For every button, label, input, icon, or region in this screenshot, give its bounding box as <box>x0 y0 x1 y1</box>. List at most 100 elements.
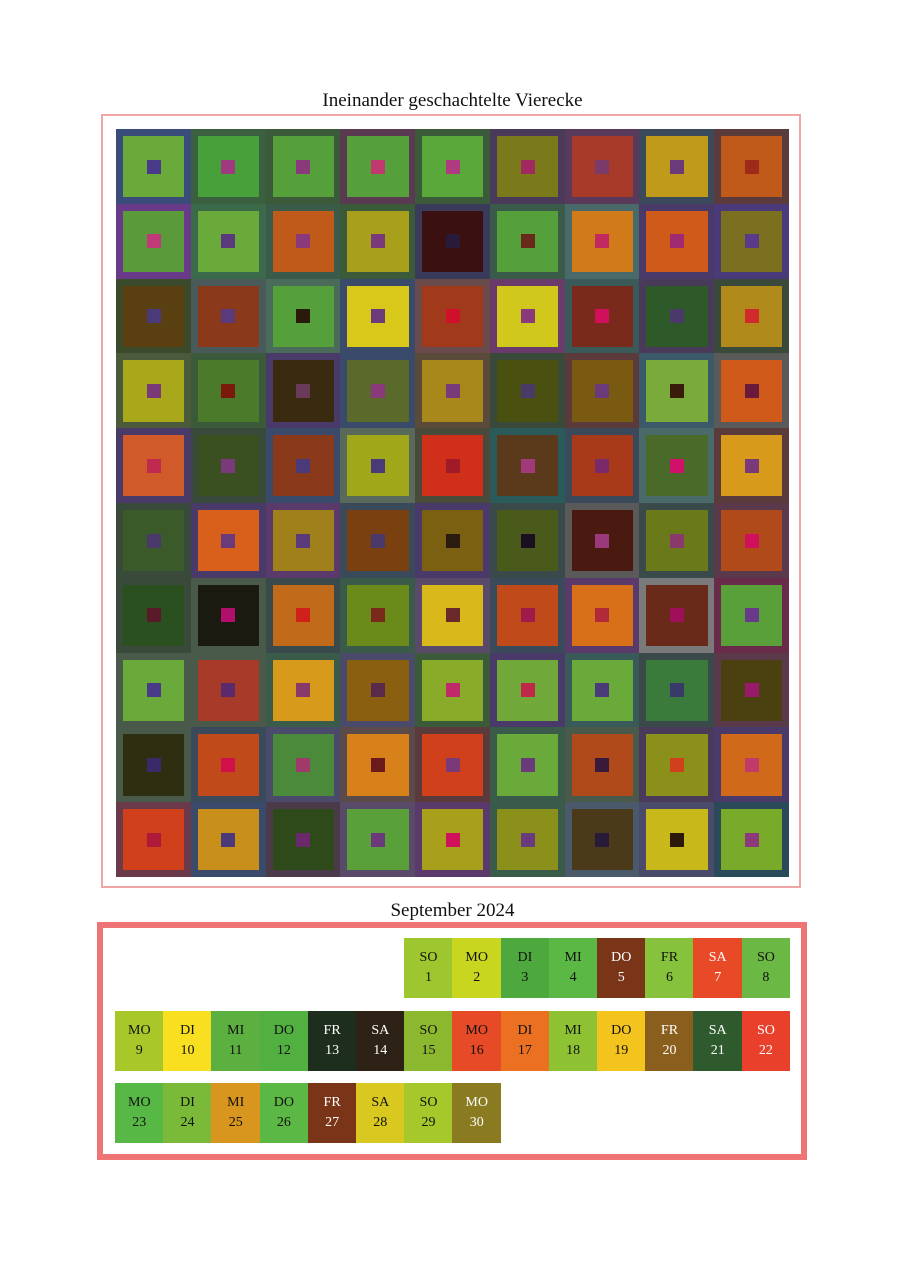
nested-square-middle <box>646 136 708 198</box>
nested-square-center <box>744 608 759 623</box>
nested-square-middle <box>123 435 185 497</box>
nested-square-middle <box>721 136 783 198</box>
nested-square-middle <box>646 360 708 422</box>
calendar-day-number: 2 <box>473 970 481 985</box>
nested-square-cell <box>489 278 566 354</box>
calendar-day: DO 5 <box>597 938 646 998</box>
nested-square-middle <box>123 510 185 572</box>
nested-square-middle <box>721 659 783 721</box>
nested-square-cell <box>714 802 790 878</box>
nested-square-cell <box>714 278 790 354</box>
calendar-day: MI 18 <box>548 1011 598 1071</box>
nested-square-center <box>520 234 535 249</box>
nested-square-center <box>744 234 759 249</box>
nested-square-center <box>744 309 759 324</box>
nested-square-cell <box>415 802 491 878</box>
nested-square-center <box>670 832 685 847</box>
calendar-day: DO 26 <box>259 1083 309 1143</box>
calendar-day: DO 19 <box>597 1011 646 1071</box>
nested-square-middle <box>422 809 484 871</box>
calendar-day-number: 27 <box>325 1115 340 1130</box>
nested-square-middle <box>197 435 260 497</box>
calendar-day-number: 15 <box>421 1043 436 1058</box>
nested-square-cell <box>639 577 715 654</box>
nested-square-center <box>595 384 610 399</box>
calendar-day-number: 11 <box>228 1043 243 1058</box>
calendar-day-number: 26 <box>276 1115 291 1130</box>
nested-square-center <box>146 234 161 249</box>
nested-square-cell <box>639 428 715 504</box>
nested-square-center <box>296 384 311 399</box>
nested-square-cell <box>190 428 267 504</box>
nested-square-cell <box>265 727 341 803</box>
nested-square-middle <box>272 584 334 647</box>
nested-square-center <box>595 533 610 548</box>
nested-square-cell <box>639 802 715 878</box>
nested-square-cell <box>340 577 416 654</box>
nested-square-center <box>370 234 385 249</box>
nested-square-middle <box>347 285 409 347</box>
nested-square-cell <box>265 652 341 728</box>
nested-square-center <box>370 832 385 847</box>
nested-square-cell <box>415 428 491 504</box>
nested-square-center <box>670 683 685 698</box>
calendar-day: MO 16 <box>452 1011 501 1071</box>
nested-square-cell <box>116 353 192 429</box>
nested-square-cell <box>489 353 566 429</box>
nested-square-middle <box>422 136 484 198</box>
nested-square-center <box>520 608 535 623</box>
nested-square-center <box>296 758 311 773</box>
nested-square-middle <box>721 360 783 422</box>
nested-square-cell <box>489 503 566 579</box>
nested-square-center <box>670 533 685 548</box>
nested-square-center <box>520 832 535 847</box>
nested-square-middle <box>347 809 409 871</box>
nested-square-cell <box>489 727 566 803</box>
calendar-weekday: SA <box>708 950 727 965</box>
nested-square-cell <box>489 802 566 878</box>
nested-square-middle <box>496 510 559 572</box>
nested-square-cell <box>116 802 192 878</box>
nested-square-center <box>595 608 610 623</box>
nested-square-cell <box>415 727 491 803</box>
nested-square-middle <box>347 136 409 198</box>
nested-square-center <box>221 758 236 773</box>
calendar-day: DI 17 <box>500 1011 550 1071</box>
calendar-day: FR 20 <box>645 1011 694 1071</box>
nested-square-cell <box>564 353 640 429</box>
nested-square-center <box>146 159 161 174</box>
nested-square-middle <box>496 136 559 198</box>
nested-square-cell <box>415 652 491 728</box>
nested-square-middle <box>272 734 334 796</box>
nested-square-middle <box>571 584 633 647</box>
nested-square-center <box>146 758 161 773</box>
nested-square-cell <box>564 652 640 728</box>
calendar-day: DI 3 <box>500 938 550 998</box>
artwork-frame <box>101 114 801 888</box>
nested-square-cell <box>116 652 192 728</box>
nested-square-cell <box>340 503 416 579</box>
calendar-day-number: 25 <box>228 1115 243 1130</box>
nested-square-cell <box>415 129 491 205</box>
nested-square-cell <box>340 652 416 728</box>
nested-square-middle <box>347 659 409 721</box>
nested-square-cell <box>639 278 715 354</box>
nested-square-center <box>221 608 236 623</box>
nested-square-cell <box>265 428 341 504</box>
nested-square-middle <box>197 659 260 721</box>
nested-square-middle <box>721 435 783 497</box>
nested-square-middle <box>272 809 334 871</box>
nested-square-center <box>445 683 460 698</box>
calendar-day-number: 21 <box>710 1043 725 1058</box>
calendar-day: DO 12 <box>259 1011 309 1071</box>
nested-square-center <box>445 608 460 623</box>
nested-square-center <box>370 309 385 324</box>
nested-square-middle <box>347 734 409 796</box>
nested-square-middle <box>197 360 260 422</box>
nested-square-center <box>221 832 236 847</box>
nested-square-middle <box>646 734 708 796</box>
nested-square-center <box>221 309 236 324</box>
calendar-day: FR 6 <box>645 938 694 998</box>
calendar-weekday: DI <box>517 950 533 965</box>
calendar-day-number: 4 <box>569 970 577 985</box>
